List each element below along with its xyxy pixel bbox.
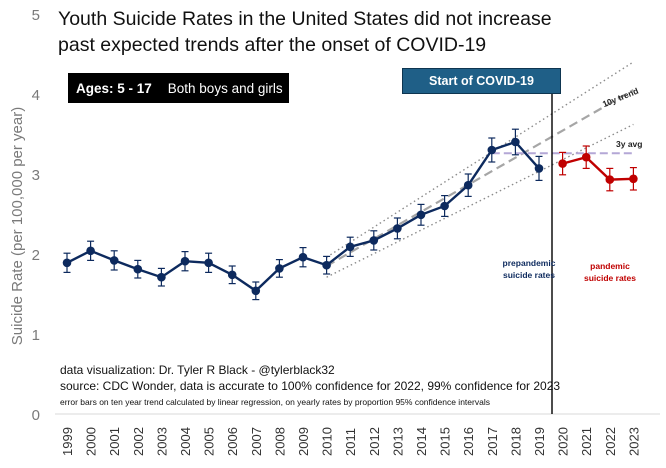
data-point <box>109 256 119 265</box>
x-tick-label: 2020 <box>556 427 571 456</box>
x-tick-label: 2015 <box>438 427 453 456</box>
chart-title-line-2: past expected trends after the onset of … <box>58 34 487 56</box>
annotation-layer: prepandemic suicide rates pandemic suicide … <box>503 94 636 414</box>
pandemic-label: suicide rates <box>584 273 636 283</box>
data-point <box>393 224 402 233</box>
data-point <box>62 258 72 268</box>
x-tick-label: 2002 <box>131 427 146 456</box>
data-point <box>416 210 426 220</box>
x-tick-label: 2017 <box>485 427 500 456</box>
x-tick-label: 2012 <box>367 427 382 456</box>
data-point <box>157 272 166 282</box>
data-point <box>298 252 308 262</box>
covid-start-banner: Start of COVID-19 <box>402 68 561 94</box>
x-tick-label: 2018 <box>508 427 523 456</box>
trend-label: 10y trend <box>601 86 640 109</box>
x-tick-label: 2005 <box>202 427 217 456</box>
three-year-average-label: 3y avg <box>616 139 642 149</box>
sex-group-label: Both boys and girls <box>167 80 283 96</box>
trend-line <box>326 89 634 267</box>
visualization-credit: data visualization: Dr. Tyler R Black - … <box>60 363 335 377</box>
y-tick-label: 4 <box>32 87 40 104</box>
x-tick-label: 2010 <box>320 427 335 456</box>
data-point <box>227 270 237 280</box>
x-tick-label: 2016 <box>461 427 476 456</box>
x-tick-label: 2008 <box>272 427 287 456</box>
data-point <box>487 145 497 155</box>
x-tick-label: 2003 <box>154 427 169 456</box>
x-tick-label: 2021 <box>579 427 594 456</box>
data-point <box>369 236 379 245</box>
series-line-pandemic <box>562 155 634 181</box>
trend-lower-bound <box>326 123 634 278</box>
data-point <box>275 264 284 273</box>
data-point <box>463 180 473 190</box>
prepandemic-label: suicide rates <box>503 270 555 280</box>
x-tick-label: 2001 <box>107 427 122 456</box>
y-tick-label: 0 <box>32 407 40 424</box>
y-tick-label: 3 <box>32 167 40 184</box>
data-point <box>511 137 520 147</box>
y-axis-label: Suicide Rate (per 100,000 per year) <box>9 107 26 345</box>
data-point <box>629 174 638 184</box>
data-point <box>558 159 567 168</box>
series-layer <box>62 128 638 301</box>
data-point <box>180 256 190 266</box>
data-point <box>605 175 615 184</box>
data-point <box>345 242 355 252</box>
y-tick-label: 2 <box>32 247 40 264</box>
axis-layer: 0 1 2 3 4 5 Suicide Rate (per 100,000 per year… <box>9 7 660 456</box>
x-tick-label: 2022 <box>603 427 618 456</box>
data-point <box>251 286 261 296</box>
data-source-credit: source: CDC Wonder, data is accurate to … <box>60 379 561 393</box>
y-tick-label: 5 <box>32 7 40 24</box>
x-tick-label: 2013 <box>390 427 405 456</box>
data-point <box>322 260 331 270</box>
data-point <box>204 258 213 268</box>
data-point <box>133 264 143 274</box>
x-tick-label: 2019 <box>532 427 547 456</box>
x-tick-label: 2000 <box>84 427 99 456</box>
data-point <box>534 164 544 173</box>
x-tick-label: 2009 <box>296 427 311 456</box>
x-tick-label: 2007 <box>249 427 264 456</box>
x-tick-label: 2014 <box>414 427 429 456</box>
age-range-label: Ages: 5 - 17 <box>76 80 152 96</box>
x-tick-label: 2023 <box>626 427 641 456</box>
data-point <box>440 201 449 211</box>
x-tick-label: 1999 <box>60 427 75 456</box>
x-tick-label: 2004 <box>178 427 193 456</box>
pandemic-label: pandemic <box>590 261 630 271</box>
x-tick-label: 2011 <box>343 428 358 456</box>
data-point <box>86 246 95 256</box>
data-point <box>581 152 591 162</box>
prepandemic-label: prepandemic <box>503 258 556 268</box>
x-tick-label: 2006 <box>225 427 240 456</box>
chart-title-line-1: Youth Suicide Rates in the United States… <box>58 8 552 30</box>
y-tick-label: 1 <box>32 327 40 344</box>
error-bar-note: error bars on ten year trend calculated … <box>60 397 490 407</box>
age-group-box: Ages: 5 - 17 Both boys and girls <box>68 73 289 103</box>
